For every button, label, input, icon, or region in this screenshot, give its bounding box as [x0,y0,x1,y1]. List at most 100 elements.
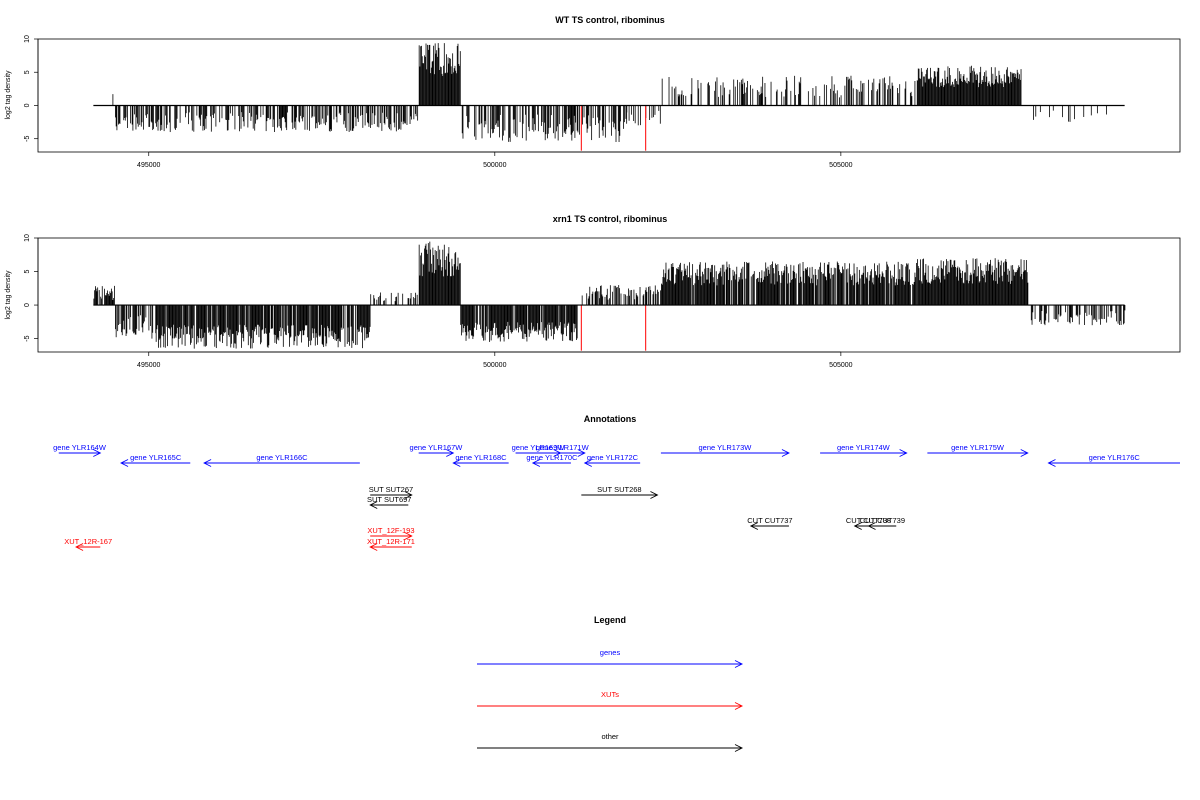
annotations-title: Annotations [584,414,637,424]
legend-arrow [477,660,744,668]
annotation-feature: gene YLR174W [820,443,908,457]
arrow-head [120,459,129,467]
arrow-head [867,522,876,530]
arrow-head [583,459,592,467]
feature-label: CUT CUT739 [860,516,905,525]
arrow-head [577,449,586,457]
annotation-feature: gene YLR173W [660,443,790,457]
annotation-feature: CUT CUT739 [860,516,905,530]
y-axis-label: log2 tag density [5,70,12,120]
feature-label: gene YLR167W [410,443,464,452]
feature-arrow [58,449,102,457]
y-axis-label: log2 tag density [5,270,12,320]
arrow-head [452,459,461,467]
annotation-feature: gene YLR164W [53,443,107,457]
arrow-head [369,501,378,509]
legend-item: genes [477,648,744,668]
arrow-head [404,491,413,499]
track-panel-xrn1: xrn1 TS control, ribominus log2 tag dens… [5,214,1181,369]
feature-label: gene YLR169W [512,443,566,452]
feature-label: CUT CUT738 [846,516,891,525]
arrow-head [899,449,908,457]
annotation-feature: gene YLR165C [120,453,191,467]
arrow-head [853,522,862,530]
y-tick-label: 10 [24,234,31,242]
feature-label: SUT SUT697 [367,495,411,504]
axes: -5 0 5 10 495000 500000 505000 [24,234,853,369]
y-tick-label: 5 [24,269,31,273]
feature-label: gene YLR171W [536,443,590,452]
annotation-feature: SUT SUT268 [581,485,659,499]
feature-label: gene YLR164W [53,443,107,452]
annotation-feature: gene YLR171W [536,443,590,457]
arrow-head [369,543,378,551]
arrow-head [734,702,744,710]
feature-label: SUT SUT267 [369,485,413,494]
annotation-feature: gene YLR175W [927,443,1029,457]
legend-item: other [477,732,744,752]
feature-arrow [531,459,571,467]
feature-arrow [1047,459,1180,467]
feature-arrow [820,449,908,457]
feature-arrow [581,491,659,499]
axes: -5 0 5 10 495000 500000 505000 [24,35,853,169]
feature-label: gene YLR174W [837,443,891,452]
feature-arrow [370,491,413,499]
feature-arrow [120,459,191,467]
panel-title: WT TS control, ribominus [555,15,665,25]
feature-arrow [660,449,790,457]
feature-arrow [203,459,360,467]
feature-arrow [418,449,455,457]
arrow-head [203,459,212,467]
x-tick-label: 495000 [137,162,160,169]
x-tick-label: 500000 [483,162,506,169]
annotation-feature: gene YLR168C [452,453,509,467]
annotation-items: gene YLR164W gene YLR165C gene YLR166C gene… [53,443,1180,551]
bar-series [93,43,1125,151]
annotation-feature: gene YLR166C [203,453,360,467]
track-panel-wt: WT TS control, ribominus log2 tag densit… [5,15,1181,169]
x-tick-label: 500000 [483,362,506,369]
feature-label: gene YLR176C [1089,453,1141,462]
feature-arrow [749,522,789,530]
legend-item: XUTs [477,690,744,710]
feature-arrow [539,449,586,457]
feature-label: gene YLR168C [455,453,507,462]
annotation-feature: gene YLR176C [1047,453,1180,467]
annotation-feature: SUT SUT267 [369,485,413,499]
arrow-head [531,459,541,467]
feature-arrow [867,522,897,530]
annotation-feature: XUT_12R-167 [64,537,112,551]
legend-items: genes XUTs other [477,648,744,752]
legend-title: Legend [594,615,626,625]
feature-arrow [583,459,641,467]
x-tick-label: 505000 [829,162,852,169]
x-tick-label: 505000 [829,362,852,369]
annotation-feature: XUT_12F-193 [367,526,415,540]
arrow-head [75,543,84,551]
legend-arrow [477,702,744,710]
arrow-head [446,449,455,457]
y-tick-label: 0 [24,103,31,107]
feature-label: XUT_12F-193 [367,526,414,535]
feature-label: XUT_12R-171 [367,537,415,546]
arrow-head [781,449,790,457]
feature-label: gene YLR165C [130,453,182,462]
feature-arrow [927,449,1029,457]
arrow-head [734,744,744,752]
y-tick-label: -5 [24,335,31,341]
panel-title: xrn1 TS control, ribominus [553,214,668,224]
feature-arrow [370,532,413,540]
arrow-head [1047,459,1056,467]
legend-label: genes [600,648,621,657]
annotation-feature: CUT CUT737 [747,516,793,530]
feature-arrow [369,543,412,551]
annotation-feature: gene YLR170C [526,453,578,467]
arrow-head [749,522,759,530]
annotation-feature: gene YLR167W [410,443,464,457]
y-tick-label: 0 [24,303,31,307]
y-tick-label: -5 [24,135,31,141]
feature-label: gene YLR172C [587,453,639,462]
